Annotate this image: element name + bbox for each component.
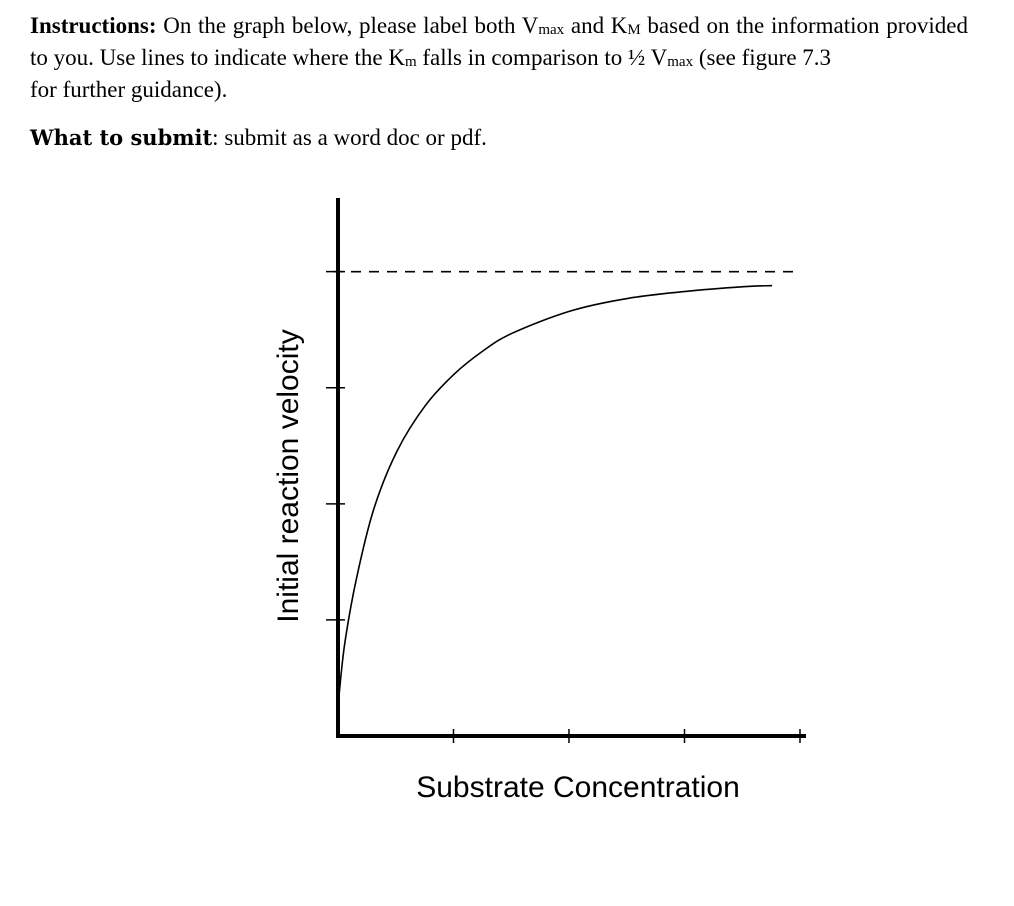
instructions-text-2: and K xyxy=(564,13,628,38)
submit-colon: : xyxy=(212,125,219,150)
x-axis-label: Substrate Concentration xyxy=(416,771,740,804)
km-subscript: M xyxy=(627,22,641,38)
series-curve xyxy=(338,284,773,696)
instructions-text-3: based on the information provided to you… xyxy=(30,13,968,70)
vmax-subscript-second: max xyxy=(667,54,694,70)
vmax-subscript: max xyxy=(538,22,565,38)
submit-text: submit as a word doc or pdf. xyxy=(218,125,487,150)
submit-line: What to submit: submit as a word doc or … xyxy=(30,124,487,152)
instructions-text-4: falls in comparison to ½ V xyxy=(416,45,668,70)
km-subscript-lower: m xyxy=(404,54,417,70)
instructions-last-line: for further guidance). xyxy=(30,77,228,102)
y-axis-label: Initial reaction velocity xyxy=(272,329,305,622)
instructions-text-1: On the graph below, please label both V xyxy=(156,13,539,38)
instructions-text-5: (see figure 7.3 xyxy=(693,45,832,70)
instructions-paragraph: Instructions: On the graph below, please… xyxy=(30,12,968,104)
tick-marks xyxy=(326,270,801,743)
instructions-label: Instructions: xyxy=(30,13,157,38)
submit-label: What to submit xyxy=(30,125,213,150)
